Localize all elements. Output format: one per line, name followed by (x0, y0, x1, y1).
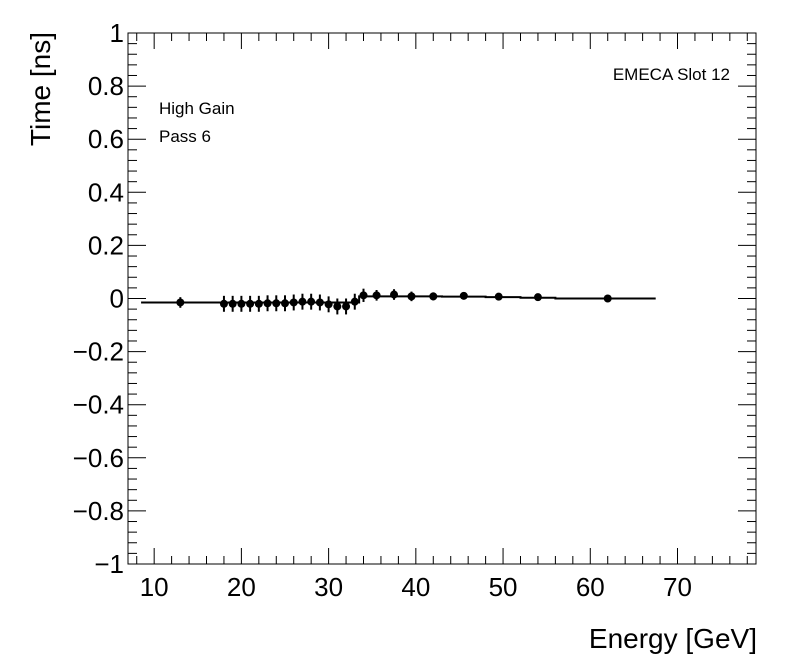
data-point (533, 293, 542, 302)
data-point (315, 298, 324, 307)
data-point (298, 297, 307, 306)
gain-label: High Gain (159, 99, 235, 118)
pass-label: Pass 6 (159, 127, 211, 146)
y-tick-label: −0.2 (73, 337, 124, 367)
step-fit-line (141, 295, 656, 304)
y-tick-label: −1 (94, 549, 124, 579)
y-tick-label: −0.8 (73, 496, 124, 526)
data-point (342, 302, 351, 311)
data-point (429, 292, 438, 301)
step-fit-series (141, 295, 656, 304)
data-point (289, 298, 298, 307)
data-point (359, 291, 368, 300)
x-tick-label: 40 (401, 572, 430, 602)
y-tick-label: −0.6 (73, 443, 124, 473)
data-point (272, 299, 281, 308)
axis-ticks (128, 32, 756, 565)
data-point (372, 291, 381, 300)
data-point (237, 299, 246, 308)
data-point (281, 299, 289, 308)
data-point (307, 297, 316, 306)
x-axis-title: Energy [GeV] (589, 623, 757, 654)
y-tick-label: 0.6 (88, 124, 124, 154)
data-point (324, 300, 333, 309)
data-point (350, 297, 359, 306)
data-point (333, 302, 342, 311)
y-tick-label: 0.8 (88, 71, 124, 101)
y-tick-labels: −1 −0.8 −0.6 −0.4 −0.2 0 0.2 0.4 0.6 0.8 1 (73, 18, 124, 579)
data-point (176, 298, 185, 307)
data-point (246, 299, 255, 308)
y-axis-title: Time [ns] (25, 32, 56, 146)
detector-label: EMECA Slot 12 (613, 65, 730, 84)
data-point (263, 299, 272, 308)
x-tick-labels: 10 20 30 40 50 60 70 (140, 572, 692, 602)
x-tick-label: 60 (576, 572, 605, 602)
data-point (254, 299, 263, 308)
y-tick-label: 0 (110, 284, 124, 314)
data-point (603, 294, 612, 303)
y-tick-label: −0.4 (73, 390, 124, 420)
data-point (494, 292, 503, 301)
data-points-series (176, 288, 612, 315)
y-tick-label: 0.4 (88, 177, 124, 207)
x-tick-label: 70 (663, 572, 692, 602)
data-point (390, 290, 399, 299)
x-tick-label: 30 (314, 572, 343, 602)
data-point (407, 292, 416, 301)
data-point (459, 291, 468, 300)
x-tick-label: 50 (489, 572, 518, 602)
data-point (228, 299, 237, 308)
x-tick-label: 10 (140, 572, 169, 602)
data-point (219, 299, 228, 308)
x-tick-label: 20 (227, 572, 256, 602)
y-tick-label: 1 (110, 18, 124, 48)
y-tick-label: 0.2 (88, 230, 124, 260)
